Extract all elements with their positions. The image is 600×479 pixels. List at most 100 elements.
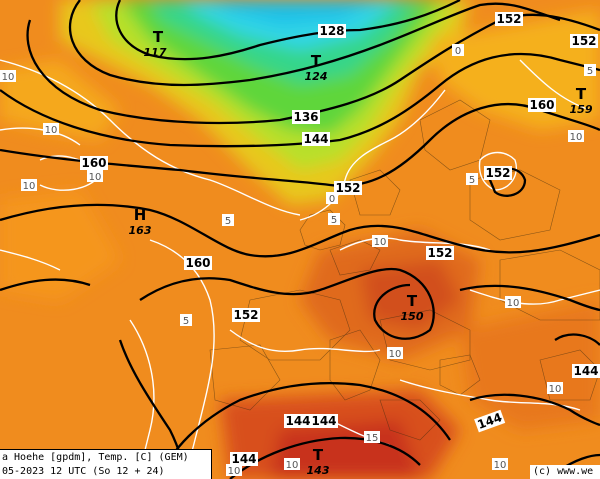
- isotherm-label: 5: [222, 214, 234, 227]
- svg-text:136: 136: [293, 110, 318, 124]
- contour-label: 128: [318, 24, 346, 38]
- pressure-systems: T 117 T 124 H 163 T 150 T 143 T 159: [129, 28, 593, 477]
- svg-text:143: 143: [307, 464, 330, 477]
- isotherm-label: 5: [180, 314, 192, 327]
- svg-text:152: 152: [571, 34, 596, 48]
- map-caption: a Hoehe [gpdm], Temp. [C] (GEM) 05-2023 …: [0, 449, 212, 479]
- contour-label: 160: [80, 156, 108, 170]
- isotherm-label: 10: [87, 170, 103, 183]
- isotherm-label: 10: [43, 123, 59, 136]
- svg-text:144: 144: [311, 414, 336, 428]
- svg-text:5: 5: [225, 216, 231, 227]
- svg-text:160: 160: [185, 256, 210, 270]
- isotherm-label: 10: [284, 458, 300, 471]
- svg-text:144: 144: [303, 132, 328, 146]
- low-pressure-2: T 124: [305, 52, 328, 83]
- low-pressure-3: T 150: [401, 292, 424, 323]
- svg-text:128: 128: [319, 24, 344, 38]
- contour-label: 152: [484, 166, 512, 180]
- contour-label: 152: [426, 246, 454, 260]
- contour-label: 144: [302, 132, 330, 146]
- svg-text:144: 144: [231, 452, 256, 466]
- svg-text:152: 152: [233, 308, 258, 322]
- contour-label: 160: [184, 256, 212, 270]
- coastlines: [209, 99, 600, 441]
- isotherm-label: 10: [547, 382, 563, 395]
- svg-text:144: 144: [285, 414, 310, 428]
- contour-label: 152: [495, 12, 523, 26]
- svg-text:T: T: [576, 85, 587, 103]
- svg-text:10: 10: [228, 466, 241, 477]
- svg-text:10: 10: [45, 125, 58, 136]
- svg-text:10: 10: [374, 237, 387, 248]
- svg-text:10: 10: [89, 172, 102, 183]
- isotherm-label: 10: [568, 130, 584, 143]
- low-pressure-1: T 117: [144, 28, 167, 59]
- svg-text:160: 160: [81, 156, 106, 170]
- svg-text:159: 159: [570, 103, 593, 116]
- svg-text:0: 0: [455, 46, 461, 57]
- svg-text:150: 150: [401, 310, 424, 323]
- isotherm-label: 10: [0, 70, 16, 83]
- svg-text:5: 5: [469, 175, 475, 186]
- svg-text:10: 10: [570, 132, 583, 143]
- svg-text:15: 15: [366, 433, 379, 444]
- contour-label: 144: [284, 414, 312, 428]
- svg-text:H: H: [134, 206, 147, 224]
- svg-text:10: 10: [389, 349, 402, 360]
- svg-text:5: 5: [183, 316, 189, 327]
- isotherm-label: 5: [328, 213, 340, 226]
- svg-text:160: 160: [529, 98, 554, 112]
- contour-label: 144: [572, 364, 600, 378]
- isotherm-label: 10: [505, 296, 521, 309]
- caption-time: 05-2023 12 UTC (So 12 + 24): [2, 466, 165, 477]
- low-pressure-4: T 143: [307, 446, 330, 477]
- svg-text:0: 0: [329, 194, 335, 205]
- isotherm-label: 5: [466, 173, 478, 186]
- isotherms: [0, 59, 600, 479]
- svg-text:124: 124: [305, 70, 328, 83]
- svg-text:152: 152: [427, 246, 452, 260]
- svg-text:T: T: [407, 292, 418, 310]
- svg-text:T: T: [311, 52, 322, 70]
- isotherm-label: 0: [452, 44, 464, 57]
- contour-label: 152: [334, 181, 362, 195]
- svg-text:152: 152: [485, 166, 510, 180]
- isotherm-label: 10: [226, 464, 242, 477]
- high-pressure-1: H 163: [129, 206, 152, 237]
- svg-text:10: 10: [23, 181, 36, 192]
- isotherm-label: 10: [387, 347, 403, 360]
- caption-title: a Hoehe [gpdm], Temp. [C] (GEM): [2, 452, 189, 463]
- svg-text:144: 144: [573, 364, 598, 378]
- copyright-notice[interactable]: (c) www.we: [530, 465, 600, 479]
- isotherm-labels: 10 10 10 10 5 5 5 5 0 0 10 10 10 10 10 1…: [0, 44, 596, 477]
- contour-label: 152: [232, 308, 260, 322]
- svg-text:163: 163: [129, 224, 152, 237]
- svg-text:152: 152: [496, 12, 521, 26]
- low-pressure-5: T 159: [570, 85, 593, 116]
- svg-text:117: 117: [144, 46, 167, 59]
- isotherm-label: 10: [492, 458, 508, 471]
- svg-text:10: 10: [494, 460, 507, 471]
- svg-text:5: 5: [331, 215, 337, 226]
- isotherm-label: 0: [326, 192, 338, 205]
- svg-text:5: 5: [587, 66, 593, 77]
- isotherm-label: 10: [21, 179, 37, 192]
- contour-labels: 128 136 144 152 160 152 152 152 160 152 …: [80, 12, 600, 466]
- svg-text:10: 10: [507, 298, 520, 309]
- svg-text:T: T: [313, 446, 324, 464]
- contour-label: 144: [230, 452, 258, 466]
- isotherm-label: 5: [584, 64, 596, 77]
- svg-text:10: 10: [2, 72, 15, 83]
- svg-text:10: 10: [549, 384, 562, 395]
- isotherm-label: 10: [372, 235, 388, 248]
- contour-label: 160: [528, 98, 556, 112]
- contour-label: 152: [570, 34, 598, 48]
- svg-text:T: T: [153, 28, 164, 46]
- contour-label: 144: [310, 414, 338, 428]
- contour-label: 136: [292, 110, 320, 124]
- isotherm-label: 15: [364, 431, 380, 444]
